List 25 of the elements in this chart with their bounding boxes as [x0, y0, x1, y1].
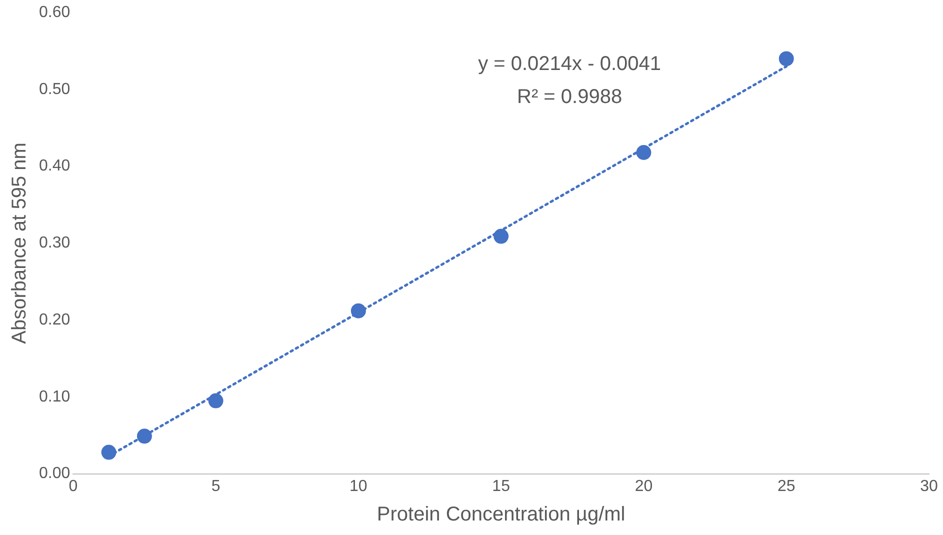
x-tick-label: 10	[350, 478, 368, 495]
y-tick-label: 0.40	[39, 158, 70, 175]
point	[208, 393, 224, 408]
x-tick-label: 5	[211, 478, 220, 495]
x-axis-title: Protein Concentration µg/ml	[376, 504, 626, 526]
point	[636, 145, 652, 160]
x-tick-label: 20	[634, 478, 653, 495]
y-tick-label: 0.10	[39, 388, 70, 406]
point	[136, 428, 152, 444]
point	[101, 444, 116, 460]
x-tick-label: 0	[68, 478, 78, 495]
y-tick-label: 0.60	[39, 4, 70, 22]
y-tick-label: 0.50	[39, 80, 70, 98]
y-tick-label: 0.00	[39, 465, 70, 482]
annotation: R² = 0.9988	[517, 86, 622, 108]
x-tick-label: 15	[492, 478, 510, 495]
y-tick-label: 0.30	[39, 234, 70, 252]
point	[350, 303, 366, 318]
x-tick-label: 30	[920, 478, 938, 495]
annotation: y = 0.0214x - 0.0041	[478, 53, 661, 76]
point	[778, 51, 794, 66]
point	[494, 228, 509, 244]
y-tick-label: 0.20	[39, 311, 70, 328]
x-tick-label: 25	[777, 478, 796, 495]
y-axis-title: Absorbance at 595 nm	[8, 142, 31, 344]
